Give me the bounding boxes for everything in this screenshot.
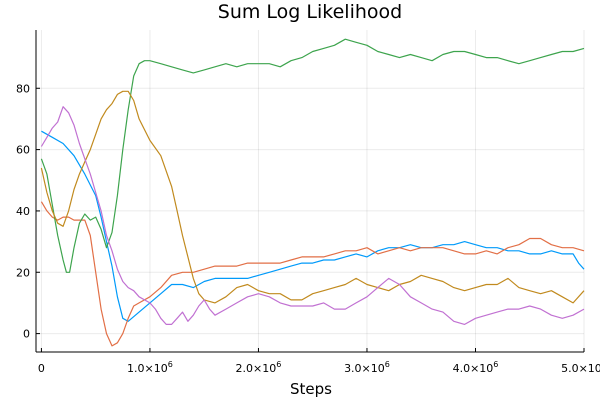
x-tick-label: 1.0×106 bbox=[127, 360, 173, 375]
x-tick-label: 3.0×106 bbox=[344, 360, 390, 375]
series-line-5 bbox=[40, 106, 585, 325]
tick-labels: 0 1.0×106 2.0×106 3.0×106 4.0×106 5.0×106 0 20 4… bbox=[16, 82, 600, 375]
series-line-4 bbox=[40, 90, 585, 304]
series-group bbox=[40, 38, 585, 347]
x-axis-title: Steps bbox=[290, 380, 332, 398]
x-tick-label: 4.0×106 bbox=[453, 360, 499, 375]
series-line-2 bbox=[40, 201, 585, 347]
y-tick-label: 40 bbox=[16, 205, 30, 218]
x-tick-label: 2.0×106 bbox=[236, 360, 282, 375]
axes bbox=[35, 30, 585, 353]
x-tick-label: 0 bbox=[38, 362, 45, 375]
series-line-1 bbox=[41, 130, 585, 322]
y-tick-label: 60 bbox=[16, 144, 30, 157]
y-tick-label: 20 bbox=[16, 266, 30, 279]
grid bbox=[36, 30, 585, 352]
y-tick-label: 80 bbox=[16, 82, 30, 95]
y-tick-label: 0 bbox=[23, 328, 30, 341]
chart-title: Sum Log Likelihood bbox=[218, 1, 402, 23]
x-tick-label: 5.0×106 bbox=[561, 360, 600, 375]
series-line-3 bbox=[40, 38, 585, 273]
